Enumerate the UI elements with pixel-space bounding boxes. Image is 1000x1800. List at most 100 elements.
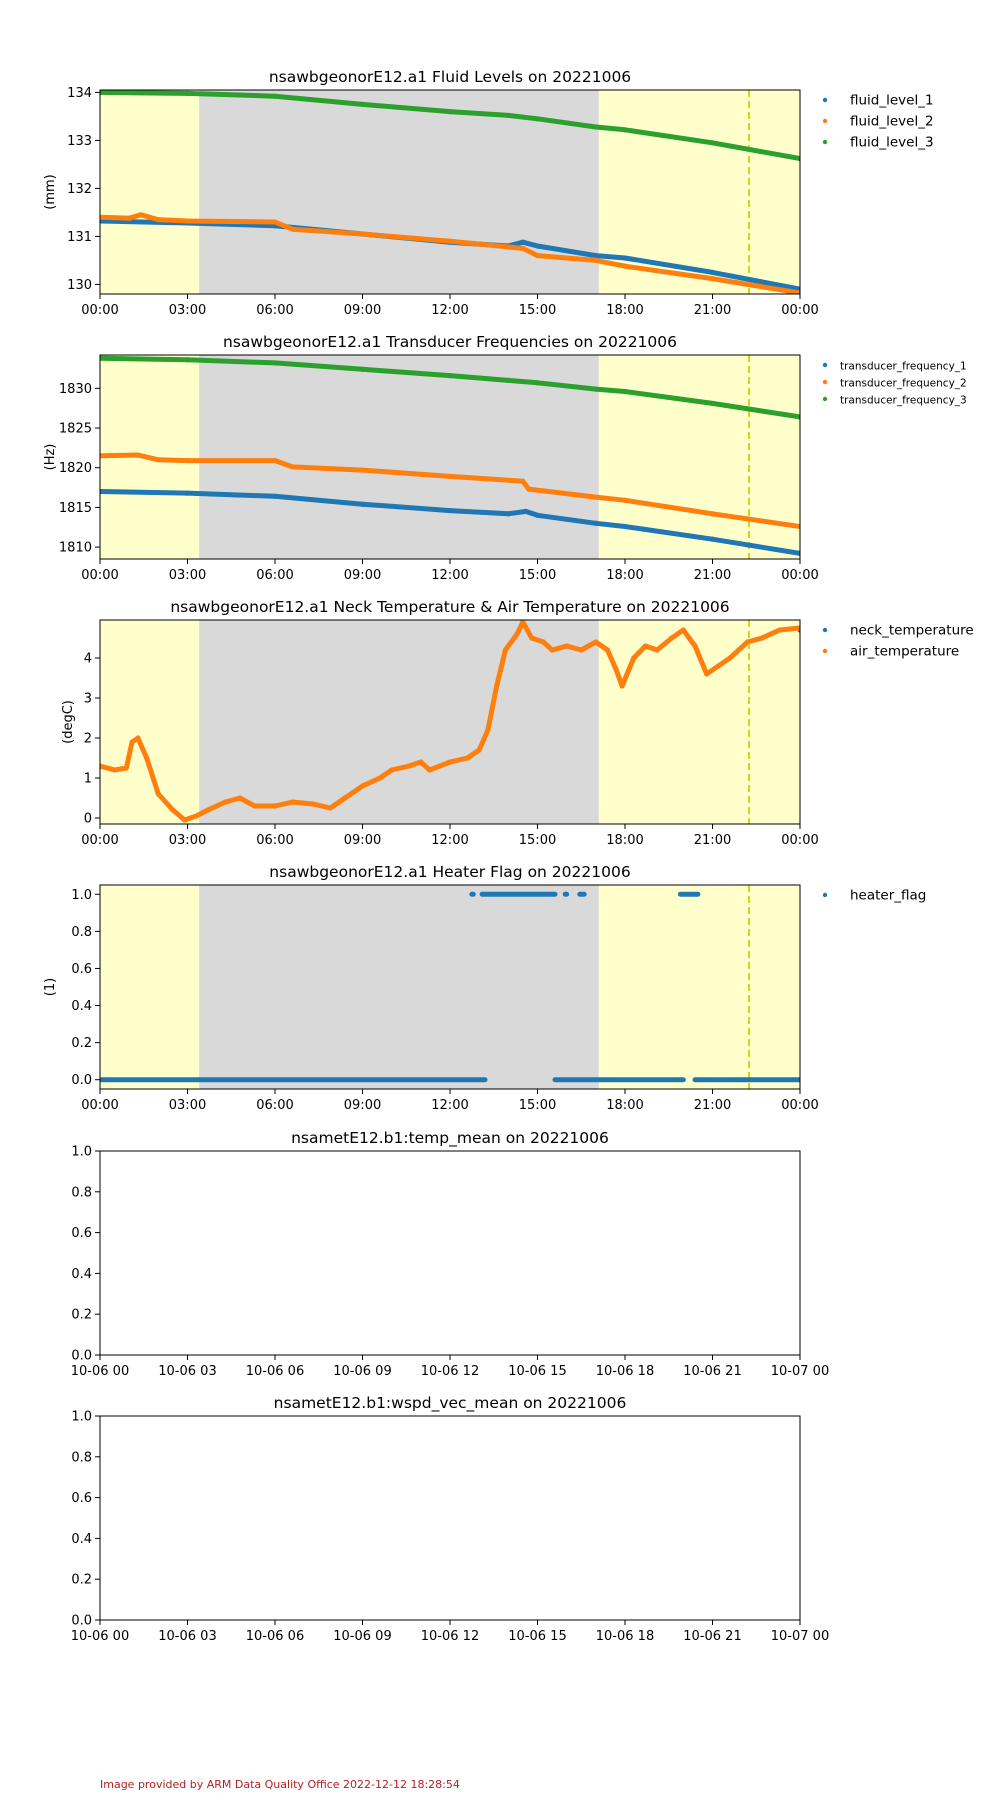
data-point bbox=[184, 457, 191, 464]
data-point bbox=[170, 807, 176, 813]
data-point bbox=[155, 217, 161, 223]
y-tick-label: 0 bbox=[84, 812, 92, 827]
chart-title: nsawbgeonorE12.a1 Transducer Frequencies… bbox=[223, 333, 677, 351]
data-point bbox=[505, 377, 511, 384]
data-point bbox=[272, 493, 278, 499]
data-point bbox=[709, 511, 716, 517]
data-point bbox=[144, 755, 150, 761]
data-point bbox=[447, 109, 453, 115]
data-point bbox=[604, 647, 611, 653]
y-tick-label: 1.0 bbox=[71, 1410, 92, 1425]
data-point bbox=[680, 627, 686, 633]
data-point bbox=[549, 647, 555, 653]
series-transducer_frequency_1 bbox=[100, 488, 800, 557]
data-point bbox=[727, 655, 733, 661]
data-point bbox=[709, 276, 716, 282]
data-point bbox=[359, 501, 366, 507]
data-point bbox=[129, 739, 135, 745]
data-point bbox=[447, 238, 453, 244]
x-tick-label: 21:00 bbox=[694, 1098, 731, 1113]
y-tick-label: 0.6 bbox=[71, 1226, 92, 1241]
x-tick-label: 00:00 bbox=[781, 1098, 818, 1113]
y-tick-label: 0.8 bbox=[71, 1185, 92, 1200]
series-trace bbox=[100, 489, 800, 556]
data-point bbox=[193, 813, 199, 819]
x-tick-label: 18:00 bbox=[606, 1098, 643, 1113]
data-point bbox=[534, 380, 541, 386]
data-point bbox=[593, 639, 599, 645]
data-point bbox=[622, 523, 628, 530]
data-point bbox=[514, 631, 520, 637]
x-tick-label: 03:00 bbox=[169, 833, 206, 848]
series-trace bbox=[100, 452, 800, 529]
x-tick-label: 00:00 bbox=[781, 568, 818, 583]
legend-label: transducer_frequency_1 bbox=[840, 361, 967, 373]
x-tick-label: 10-06 03 bbox=[158, 1629, 216, 1644]
data-point bbox=[564, 643, 570, 649]
legend-marker bbox=[822, 139, 828, 145]
data-point bbox=[520, 245, 526, 251]
x-tick-label: 10-06 18 bbox=[596, 1629, 654, 1644]
y-tick-label: 0.2 bbox=[71, 1573, 92, 1588]
data-point bbox=[359, 101, 366, 107]
data-point bbox=[622, 388, 628, 395]
y-tick-label: 134 bbox=[67, 86, 92, 101]
data-point bbox=[342, 795, 348, 801]
y-tick-label: 3 bbox=[84, 692, 92, 707]
legend-marker bbox=[822, 648, 828, 654]
data-point bbox=[272, 457, 278, 464]
x-tick-label: 09:00 bbox=[344, 568, 381, 583]
y-tick-label: 0.0 bbox=[71, 1614, 92, 1629]
y-tick-label: 0.0 bbox=[71, 1349, 92, 1364]
data-point bbox=[205, 807, 211, 813]
data-point bbox=[593, 124, 599, 130]
x-tick-label: 09:00 bbox=[344, 303, 381, 318]
data-point bbox=[540, 639, 546, 645]
data-point bbox=[613, 667, 619, 673]
x-tick-label: 10-06 09 bbox=[333, 1364, 391, 1379]
data-point bbox=[310, 801, 316, 807]
y-tick-label: 0.4 bbox=[71, 1532, 92, 1547]
data-point bbox=[123, 765, 129, 771]
x-tick-label: 21:00 bbox=[694, 568, 731, 583]
x-tick-label: 10-07 00 bbox=[771, 1364, 829, 1379]
data-point bbox=[359, 231, 366, 237]
x-tick-label: 12:00 bbox=[431, 1098, 468, 1113]
plot-area bbox=[100, 891, 800, 1083]
data-point bbox=[797, 290, 800, 294]
data-point bbox=[389, 767, 395, 773]
y-tick-label: 1.0 bbox=[71, 888, 92, 903]
y-tick-label: 0.2 bbox=[71, 1308, 92, 1323]
footer-credit: Image provided by ARM Data Quality Offic… bbox=[100, 1778, 460, 1791]
chart-title: nsawbgeonorE12.a1 Neck Temperature & Air… bbox=[170, 598, 729, 616]
x-tick-label: 10-06 09 bbox=[333, 1629, 391, 1644]
x-tick-label: 12:00 bbox=[431, 568, 468, 583]
y-tick-label: 0.0 bbox=[71, 1073, 92, 1088]
data-point bbox=[797, 550, 800, 557]
data-point bbox=[759, 635, 765, 641]
y-tick-label: 0.8 bbox=[71, 1450, 92, 1465]
chart-panel: nsawbgeonorE12.a1 Neck Temperature & Air… bbox=[61, 598, 974, 848]
y-tick-label: 1810 bbox=[59, 541, 92, 556]
data-point bbox=[184, 218, 191, 224]
y-tick-label: 1830 bbox=[59, 382, 92, 397]
series-fluid_level_3 bbox=[100, 90, 800, 162]
plot-area bbox=[100, 620, 800, 823]
data-point bbox=[447, 759, 453, 765]
data-point bbox=[654, 647, 660, 653]
y-tick-label: 133 bbox=[67, 134, 92, 149]
data-point bbox=[593, 257, 599, 263]
legend-label: fluid_level_1 bbox=[850, 93, 934, 109]
x-tick-label: 10-06 15 bbox=[508, 1364, 566, 1379]
data-point bbox=[776, 627, 783, 633]
data-point bbox=[406, 763, 412, 769]
x-tick-label: 15:00 bbox=[519, 1098, 556, 1113]
data-point bbox=[715, 663, 721, 669]
data-point bbox=[669, 635, 675, 641]
night-shading bbox=[199, 355, 599, 559]
data-point bbox=[100, 355, 103, 361]
y-tick-label: 0.6 bbox=[71, 1491, 92, 1506]
data-point bbox=[138, 212, 144, 218]
series-transducer_frequency_3 bbox=[100, 355, 800, 420]
